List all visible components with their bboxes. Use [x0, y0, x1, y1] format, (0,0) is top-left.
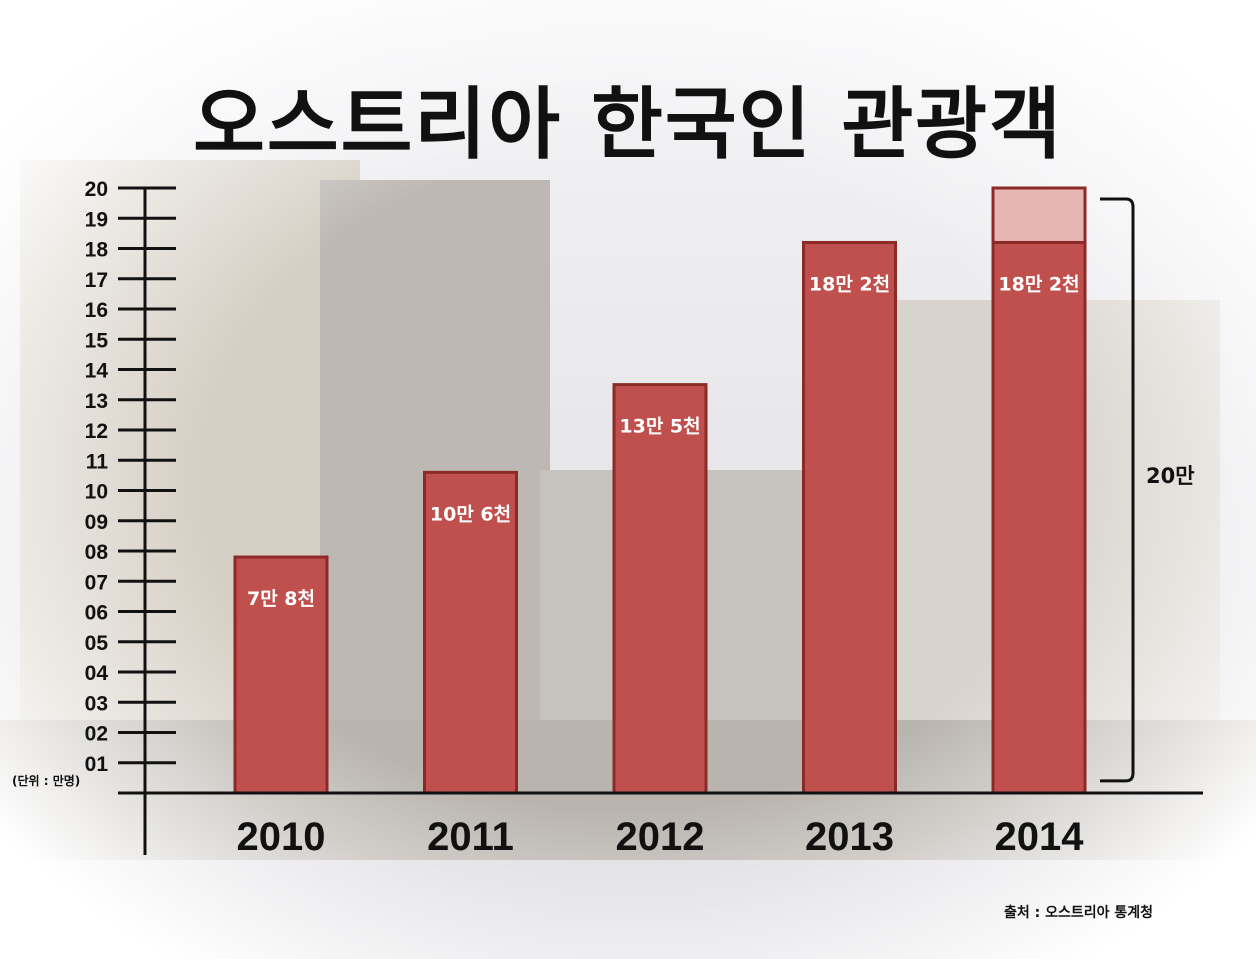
bar-2012: [612, 383, 708, 795]
bar-2013: [802, 240, 897, 795]
bar-2011: [423, 470, 518, 795]
category-label: 2013: [805, 815, 894, 859]
unit-note: (단위 : 만명): [12, 774, 81, 788]
bar-value-label: 10만 6천: [430, 503, 511, 525]
y-axis-ticks: 01 02 03 04 05 06 07 08 09 10 11 12 13 14 15 16 17 18 19 20: [85, 178, 176, 776]
y-tick-label: 09: [85, 511, 108, 534]
y-tick-label: 06: [85, 602, 108, 625]
y-tick-label: 16: [85, 299, 108, 322]
y-tick-label: 20: [85, 178, 108, 201]
bar-2014: [991, 240, 1087, 795]
y-tick-label: 08: [85, 541, 109, 564]
category-label: 2012: [616, 815, 705, 859]
total-bracket: [1100, 197, 1135, 783]
y-tick-label: 17: [85, 269, 108, 292]
y-tick-label: 01: [85, 753, 109, 776]
bracket-label: 20만: [1146, 464, 1195, 488]
bar-2010: [233, 555, 329, 795]
y-tick-label: 13: [85, 390, 108, 413]
y-tick-label: 14: [85, 360, 109, 383]
category-label: 2011: [427, 815, 514, 859]
y-tick-label: 05: [85, 632, 109, 655]
bar-value-label: 7만 8천: [247, 588, 315, 610]
category-labels: 2010 2011 2012 2013 2014: [237, 815, 1085, 859]
source-note: 출처 : 오스트리아 통계청: [1004, 905, 1154, 921]
y-tick-label: 12: [85, 420, 108, 443]
y-tick-label: 11: [86, 450, 109, 473]
bars: 7만 8천 10만 6천 13만 5천 18만 2천 18만 2천: [233, 186, 1087, 795]
category-label: 2010: [237, 815, 326, 859]
y-tick-label: 04: [85, 662, 109, 685]
category-label: 2014: [995, 815, 1085, 859]
bar-value-label: 13만 5천: [619, 416, 700, 438]
y-tick-label: 19: [85, 208, 108, 231]
y-tick-label: 15: [85, 329, 109, 352]
y-tick-label: 02: [85, 723, 108, 746]
y-tick-label: 03: [85, 692, 108, 715]
y-tick-label: 07: [85, 571, 108, 594]
chart-title: 오스트리아 한국인 관광객: [193, 80, 1063, 170]
bar-value-label: 18만 2천: [809, 273, 890, 295]
y-tick-label: 10: [85, 481, 108, 504]
y-tick-label: 18: [85, 239, 109, 262]
bar-value-label: 18만 2천: [998, 273, 1079, 295]
bar-extension-2014: [991, 186, 1087, 244]
